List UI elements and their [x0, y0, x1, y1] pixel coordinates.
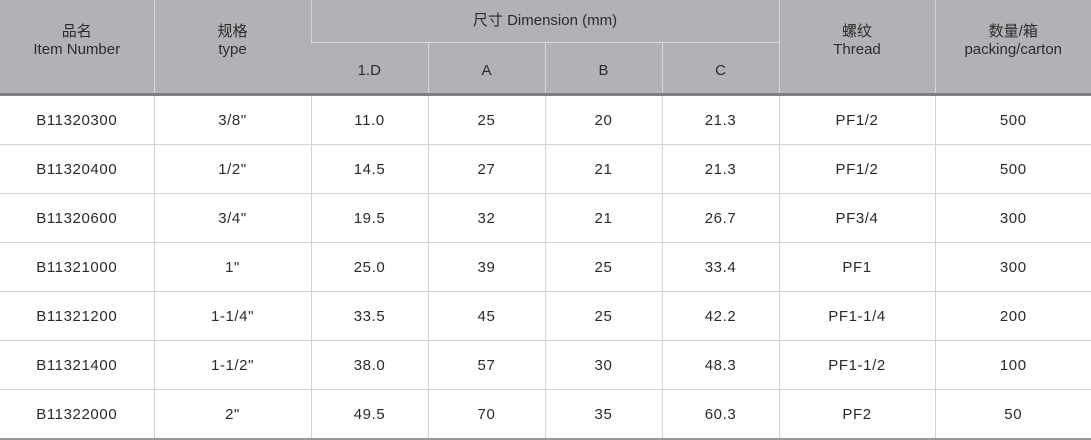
cell-item-number: B11321200 — [0, 291, 154, 341]
cell-id: 14.5 — [310, 144, 428, 194]
cell-packing: 500 — [934, 94, 1091, 145]
cell-thread: PF1-1/2 — [778, 340, 935, 390]
cell-item-number: B11321000 — [0, 242, 154, 292]
cell-type: 1/2" — [153, 144, 311, 194]
cell-packing: 300 — [934, 193, 1091, 243]
cell-id: 33.5 — [310, 291, 428, 341]
table-row: B11320300 3/8" 11.0 25 20 21.3 PF1/2 500 — [0, 94, 1091, 145]
cell-thread: PF1/2 — [778, 94, 935, 145]
header-item-number: 品名 Item Number — [0, 0, 154, 96]
header-a: A — [427, 42, 545, 96]
cell-packing: 500 — [934, 144, 1091, 194]
cell-b: 25 — [544, 291, 662, 341]
table-row: B11321200 1-1/4" 33.5 45 25 42.2 PF1-1/4 200 — [0, 291, 1091, 341]
header-thread: 螺纹 Thread — [778, 0, 935, 96]
table-row: B11320400 1/2" 14.5 27 21 21.3 PF1/2 500 — [0, 144, 1091, 194]
cell-c: 42.2 — [661, 291, 779, 341]
cell-id: 19.5 — [310, 193, 428, 243]
cell-b: 21 — [544, 193, 662, 243]
cell-b: 21 — [544, 144, 662, 194]
table-row: B11321400 1-1/2" 38.0 57 30 48.3 PF1-1/2 100 — [0, 340, 1091, 390]
cell-c: 21.3 — [661, 94, 779, 145]
cell-packing: 100 — [934, 340, 1091, 390]
cell-id: 25.0 — [310, 242, 428, 292]
cell-c: 26.7 — [661, 193, 779, 243]
header-type: 规格 type — [153, 0, 311, 96]
cell-a: 27 — [427, 144, 545, 194]
header-b: B — [544, 42, 662, 96]
cell-packing: 300 — [934, 242, 1091, 292]
cell-a: 45 — [427, 291, 545, 341]
cell-thread: PF1/2 — [778, 144, 935, 194]
cell-item-number: B11320600 — [0, 193, 154, 243]
cell-item-number: B11320300 — [0, 94, 154, 145]
cell-item-number: B11321400 — [0, 340, 154, 390]
cell-c: 48.3 — [661, 340, 779, 390]
cell-a: 32 — [427, 193, 545, 243]
table-row: B11320600 3/4" 19.5 32 21 26.7 PF3/4 300 — [0, 193, 1091, 243]
cell-type: 3/4" — [153, 193, 311, 243]
table-row: B11321000 1" 25.0 39 25 33.4 PF1 300 — [0, 242, 1091, 292]
header-id: 1.D — [311, 42, 428, 96]
header-dimension: 尺寸 Dimension (mm) — [310, 0, 779, 43]
cell-type: 1" — [153, 242, 311, 292]
header-c: C — [661, 42, 779, 96]
cell-c: 33.4 — [661, 242, 779, 292]
cell-item-number: B11320400 — [0, 144, 154, 194]
cell-thread: PF3/4 — [778, 193, 935, 243]
cell-type: 3/8" — [153, 94, 311, 145]
cell-type: 1-1/4" — [153, 291, 311, 341]
cell-a: 25 — [427, 94, 545, 145]
cell-packing: 200 — [934, 291, 1091, 341]
cell-b: 25 — [544, 242, 662, 292]
cell-b: 20 — [544, 94, 662, 145]
cell-c: 21.3 — [661, 144, 779, 194]
cell-id: 38.0 — [310, 340, 428, 390]
header-packing: 数量/箱 packing/carton — [934, 0, 1091, 96]
cell-thread: PF1-1/4 — [778, 291, 935, 341]
cell-a: 57 — [427, 340, 545, 390]
cell-b: 30 — [544, 340, 662, 390]
cell-type: 1-1/2" — [153, 340, 311, 390]
cell-thread: PF1 — [778, 242, 935, 292]
cell-id: 11.0 — [310, 94, 428, 145]
cell-a: 39 — [427, 242, 545, 292]
